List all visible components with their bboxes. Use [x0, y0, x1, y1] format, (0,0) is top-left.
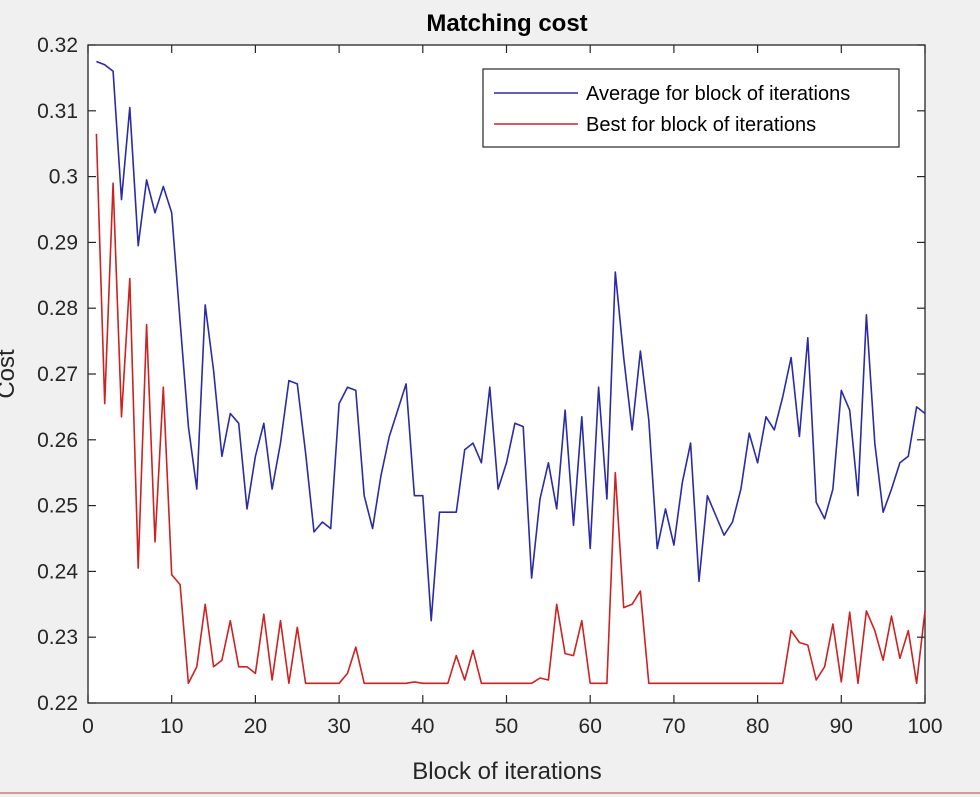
- x-tick-label: 80: [746, 715, 769, 738]
- y-tick-label: 0.29: [37, 231, 78, 254]
- x-tick-label: 70: [662, 715, 685, 738]
- y-tick-label: 0.27: [37, 363, 78, 386]
- legend-label-average: Average for block of iterations: [586, 83, 850, 105]
- x-tick-label: 10: [160, 715, 183, 738]
- y-tick-label: 0.3: [49, 166, 78, 189]
- chart-title: Matching cost: [426, 10, 587, 37]
- y-tick-label: 0.23: [37, 626, 78, 649]
- ticks-layer: 0 10 20 30 40 50 60 70 80 90 100 0.22 0.23 0.24 0.25 0.…: [37, 34, 942, 738]
- y-tick-label: 0.26: [37, 429, 78, 452]
- x-tick-label: 50: [495, 715, 518, 738]
- axes-box: [87, 44, 926, 704]
- y-axis-title: Cost: [0, 349, 20, 399]
- x-tick-label: 0: [82, 715, 94, 738]
- x-tick-label: 90: [830, 715, 853, 738]
- y-tick-label: 0.32: [37, 34, 78, 57]
- x-tick-label: 40: [411, 715, 434, 738]
- y-tick-label: 0.25: [37, 495, 78, 518]
- legend: Average for block of iterations Best for…: [482, 68, 900, 148]
- x-tick-label: 20: [244, 715, 267, 738]
- plot-area: 0 10 20 30 40 50 60 70 80 90 100 0.22 0.23 0.24 0.25 0.…: [37, 34, 942, 738]
- x-tick-label: 30: [327, 715, 350, 738]
- x-tick-label: 100: [907, 715, 942, 738]
- series-layer: [95, 60, 926, 685]
- legend-label-best: Best for block of iterations: [586, 114, 816, 136]
- y-tick-label: 0.24: [37, 560, 78, 583]
- legend-box: [482, 68, 900, 148]
- y-tick-label: 0.22: [37, 692, 78, 715]
- x-axis-title: Block of iterations: [412, 758, 601, 785]
- series-line-average: [96, 60, 926, 622]
- series-line-best: [95, 133, 926, 685]
- y-tick-label: 0.31: [37, 100, 78, 123]
- y-tick-label: 0.28: [37, 297, 78, 320]
- x-tick-label: 60: [579, 715, 602, 738]
